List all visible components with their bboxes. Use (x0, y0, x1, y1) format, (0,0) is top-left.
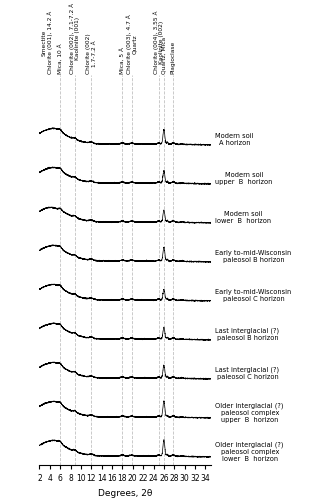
Text: Last interglacial (?)
paleosol B horizon: Last interglacial (?) paleosol B horizon (215, 328, 280, 341)
Text: Chlorite (004), 3.55 Å
Kaolinite (002): Chlorite (004), 3.55 Å Kaolinite (002) (153, 11, 164, 74)
Text: Early to-mid-Wisconsin
paleosol B horizon: Early to-mid-Wisconsin paleosol B horizo… (215, 250, 292, 263)
Text: Modern soil
upper  B  horizon: Modern soil upper B horizon (215, 172, 273, 185)
Text: Older interglacial (?)
paleosol complex
upper  B  horizon: Older interglacial (?) paleosol complex … (215, 402, 284, 422)
Text: Older interglacial (?)
paleosol complex
lower  B  horizon: Older interglacial (?) paleosol complex … (215, 441, 284, 462)
Text: Chlorite (003), 4.7 Å
Quartz: Chlorite (003), 4.7 Å Quartz (126, 14, 138, 74)
Text: Mica, 5 Å: Mica, 5 Å (120, 48, 125, 74)
Text: Modern soil
lower  B  horizon: Modern soil lower B horizon (215, 211, 272, 224)
Text: Early to-mid-Wisconsin
paleosol C horizon: Early to-mid-Wisconsin paleosol C horizo… (215, 289, 292, 302)
X-axis label: Degrees, 2θ: Degrees, 2θ (98, 488, 152, 498)
Text: Chlorite (002), 7.1-7.2 Å
Kaolinite (001): Chlorite (002), 7.1-7.2 Å Kaolinite (001… (69, 4, 81, 74)
Text: Chlorite (002)
1.7-7.2 Å: Chlorite (002) 1.7-7.2 Å (86, 34, 97, 74)
Text: Last interglacial (?)
paleosol C horizon: Last interglacial (?) paleosol C horizon (215, 366, 280, 380)
Text: Plagioclase: Plagioclase (171, 41, 176, 74)
Text: Modern soil
A horizon: Modern soil A horizon (215, 133, 254, 146)
Text: Quartz, Mica: Quartz, Mica (162, 38, 166, 74)
Text: Mica, 10 Å: Mica, 10 Å (58, 44, 63, 74)
Text: Smectite
Chlorite (001), 14.2 Å: Smectite Chlorite (001), 14.2 Å (41, 11, 53, 74)
